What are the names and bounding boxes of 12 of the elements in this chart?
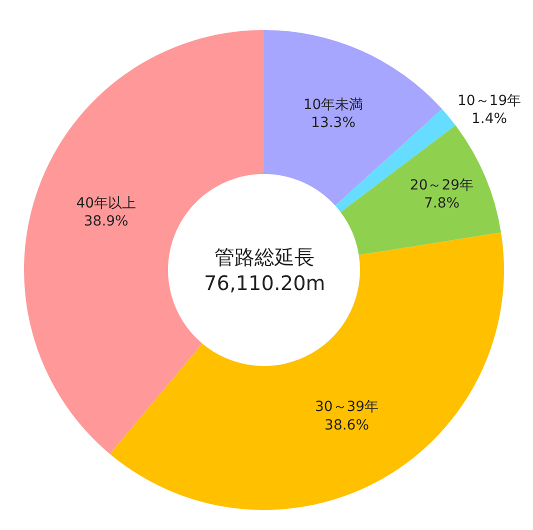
slice-label: 10年未満 [303, 96, 364, 113]
data-label: 7.8% [424, 196, 460, 212]
data-label: 38.6% [324, 417, 370, 434]
data-label: 1.4% [472, 111, 508, 128]
slice-label: 30～39年 [314, 399, 379, 416]
slice-label: 20～29年 [410, 177, 474, 194]
donut-slice [110, 232, 504, 510]
slice-label: 10～19年 [457, 92, 522, 109]
data-label: 13.3% [311, 115, 356, 132]
slice-label: 40年以上 [76, 195, 136, 212]
text: 管路総延長 76,110.20m [204, 245, 326, 295]
data-label: 38.9% [84, 214, 128, 230]
